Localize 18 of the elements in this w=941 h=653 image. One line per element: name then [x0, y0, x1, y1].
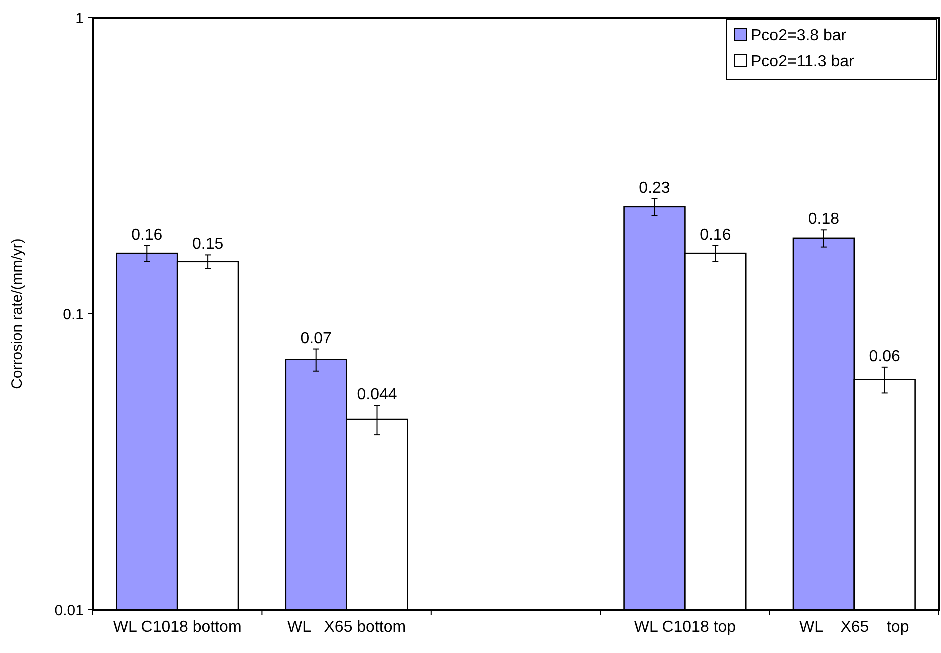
- data-label: 0.06: [869, 348, 901, 366]
- y-tick-label: 0.1: [63, 306, 84, 324]
- legend-label: Pco2=11.3 bar: [751, 54, 856, 71]
- x-tick-label: WL C1018 top: [634, 619, 736, 636]
- y-axis-title: Corrosion rate/(mm/yr): [9, 238, 26, 390]
- data-label: 0.044: [357, 386, 398, 404]
- y-tick-label: 1: [76, 10, 84, 28]
- data-label: 0.23: [639, 180, 670, 197]
- x-tick-label: WL X65 bottom: [288, 619, 406, 636]
- data-label: 0.18: [808, 211, 840, 228]
- data-label: 0.16: [700, 226, 732, 244]
- y-tick-label: 0.01: [54, 602, 84, 620]
- x-tick-label: WL C1018 bottom: [113, 619, 242, 636]
- data-label: 0.07: [300, 330, 332, 348]
- data-label: 0.16: [132, 226, 163, 244]
- legend-label: Pco2=3.8 bar: [751, 28, 848, 45]
- data-label: 0.15: [192, 236, 224, 254]
- x-tick-label: WL X65 top: [800, 619, 910, 636]
